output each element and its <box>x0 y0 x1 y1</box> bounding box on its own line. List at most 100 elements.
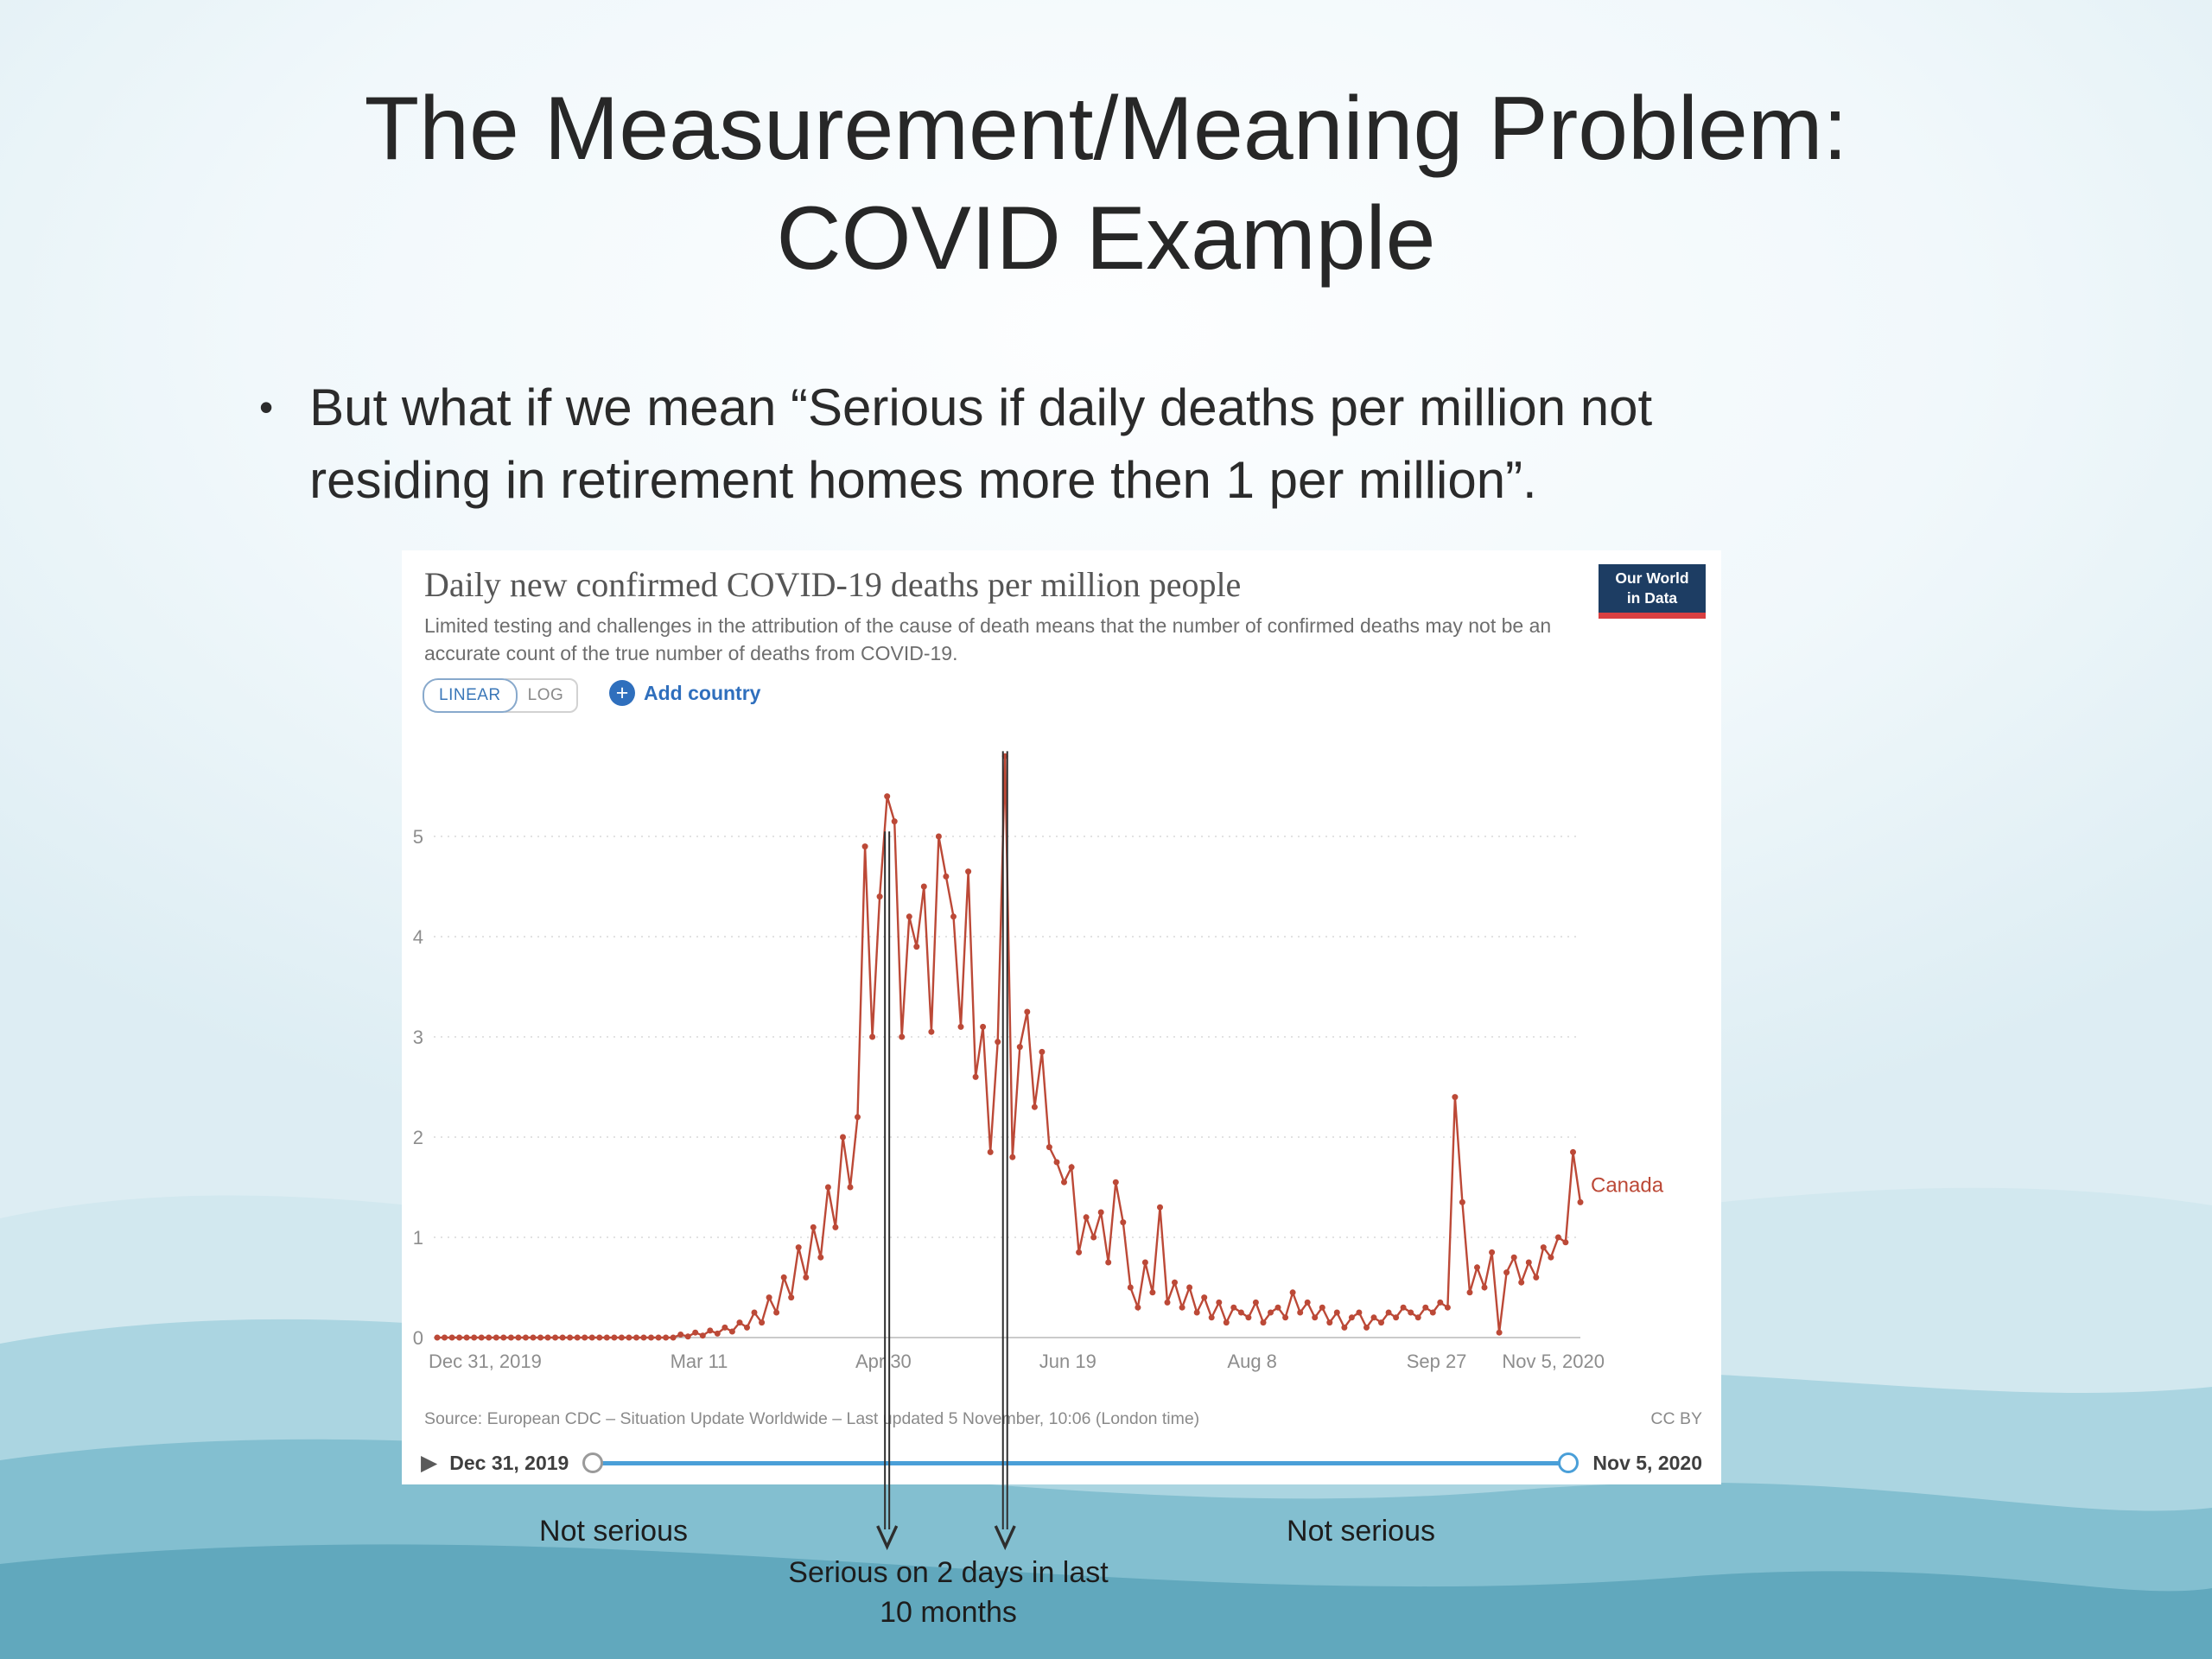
log-button[interactable]: LOG <box>505 678 579 713</box>
data-point <box>1474 1264 1480 1271</box>
annotation-not-serious-left: Not serious <box>539 1515 688 1548</box>
data-point <box>928 1028 935 1035</box>
data-point <box>1533 1274 1540 1281</box>
data-point <box>1024 1008 1031 1015</box>
data-point <box>1009 1154 1016 1160</box>
data-point <box>1268 1309 1274 1316</box>
data-point <box>824 1184 831 1191</box>
data-point <box>847 1184 854 1191</box>
data-point <box>1414 1314 1421 1321</box>
data-point <box>1097 1209 1104 1216</box>
data-point <box>1385 1309 1392 1316</box>
data-point <box>965 868 972 875</box>
y-axis-tick-label: 1 <box>413 1227 423 1249</box>
data-point <box>1312 1314 1319 1321</box>
x-axis-tick-label: Sep 27 <box>1407 1351 1467 1372</box>
plus-icon: + <box>609 680 635 706</box>
timeline-slider-end-handle[interactable] <box>1558 1452 1580 1473</box>
data-point <box>1481 1284 1488 1291</box>
bullet-marker-icon: • <box>259 385 274 429</box>
timeline-start-label: Dec 31, 2019 <box>449 1451 569 1474</box>
data-point <box>1193 1309 1200 1316</box>
data-point <box>1282 1314 1289 1321</box>
data-point <box>456 1334 463 1341</box>
data-point <box>935 833 942 840</box>
data-point <box>603 1334 610 1341</box>
annotation-serious-center: Serious on 2 days in last 10 months <box>730 1554 1166 1633</box>
x-axis-tick-label: Apr 30 <box>855 1351 912 1372</box>
data-point <box>1378 1319 1384 1326</box>
play-icon[interactable]: ▶ <box>421 1451 438 1475</box>
data-point <box>817 1254 824 1261</box>
data-point <box>788 1294 795 1301</box>
add-country-button[interactable]: + Add country <box>609 680 760 706</box>
timeline-slider-track[interactable] <box>591 1461 1571 1465</box>
data-point <box>1466 1289 1473 1296</box>
data-point <box>1001 753 1008 760</box>
data-point <box>582 1334 588 1341</box>
data-point <box>663 1334 670 1341</box>
data-point <box>1503 1269 1510 1276</box>
data-point <box>899 1033 906 1040</box>
data-point <box>1562 1239 1569 1246</box>
scale-toggle: LINEAR LOG <box>423 678 579 713</box>
data-point <box>1172 1279 1178 1286</box>
data-point <box>1237 1309 1244 1316</box>
data-point <box>1437 1299 1444 1306</box>
x-axis-tick-label: Mar 11 <box>671 1351 728 1372</box>
data-point <box>957 1023 964 1030</box>
data-point <box>522 1334 529 1341</box>
data-point <box>1274 1304 1281 1311</box>
wave-shape <box>0 1544 2212 1659</box>
data-point <box>1105 1259 1112 1266</box>
data-point <box>655 1334 662 1341</box>
data-point <box>633 1334 639 1341</box>
data-point <box>995 1039 1001 1046</box>
data-point <box>1141 1259 1148 1266</box>
data-point <box>1090 1234 1097 1241</box>
data-point <box>1429 1309 1436 1316</box>
timeline-slider[interactable] <box>582 1452 1580 1474</box>
data-point <box>463 1334 470 1341</box>
data-point <box>1208 1314 1215 1321</box>
data-point <box>1039 1048 1046 1055</box>
data-point <box>478 1334 485 1341</box>
slide-title-line1: The Measurement/Meaning Problem: <box>364 79 1848 179</box>
data-point <box>544 1334 551 1341</box>
data-point <box>1127 1284 1134 1291</box>
data-point <box>1319 1304 1325 1311</box>
data-point <box>640 1334 647 1341</box>
data-point <box>1577 1198 1584 1205</box>
plot-svg: 0 1 2 3 4 5 Dec 31, 2019 Mar 11 Apr 30 Jun 19 Aug … <box>413 753 1664 1372</box>
timeline-slider-start-handle[interactable] <box>582 1452 604 1473</box>
canada-series-line <box>437 756 1582 1339</box>
x-axis-tick-label: Dec 31, 2019 <box>429 1351 542 1372</box>
data-point <box>884 793 891 800</box>
data-point <box>692 1329 699 1336</box>
data-point <box>876 893 883 900</box>
annotation-serious-line2: 10 months <box>880 1595 1017 1629</box>
data-point <box>1016 1044 1023 1051</box>
data-point <box>471 1334 478 1341</box>
data-point <box>1157 1204 1163 1211</box>
data-point <box>1356 1309 1363 1316</box>
chart-subtitle: Limited testing and challenges in the at… <box>424 614 1552 664</box>
data-point <box>803 1274 810 1281</box>
data-point <box>987 1148 994 1155</box>
y-axis-tick-label: 4 <box>413 926 423 948</box>
data-point <box>596 1334 603 1341</box>
data-point <box>1452 1094 1459 1101</box>
data-point <box>626 1334 632 1341</box>
linear-button[interactable]: LINEAR <box>423 678 518 713</box>
add-country-label: Add country <box>644 681 761 704</box>
annotation-serious-line1: Serious on 2 days in last <box>788 1556 1109 1589</box>
y-axis-tick-label: 5 <box>413 826 423 848</box>
data-point <box>1053 1159 1060 1166</box>
license-link[interactable]: CC BY <box>1650 1409 1702 1428</box>
data-point <box>618 1334 625 1341</box>
data-point <box>1570 1148 1576 1155</box>
owid-logo[interactable]: Our World in Data <box>1599 564 1706 619</box>
data-point <box>913 944 920 950</box>
data-point <box>1489 1249 1496 1255</box>
